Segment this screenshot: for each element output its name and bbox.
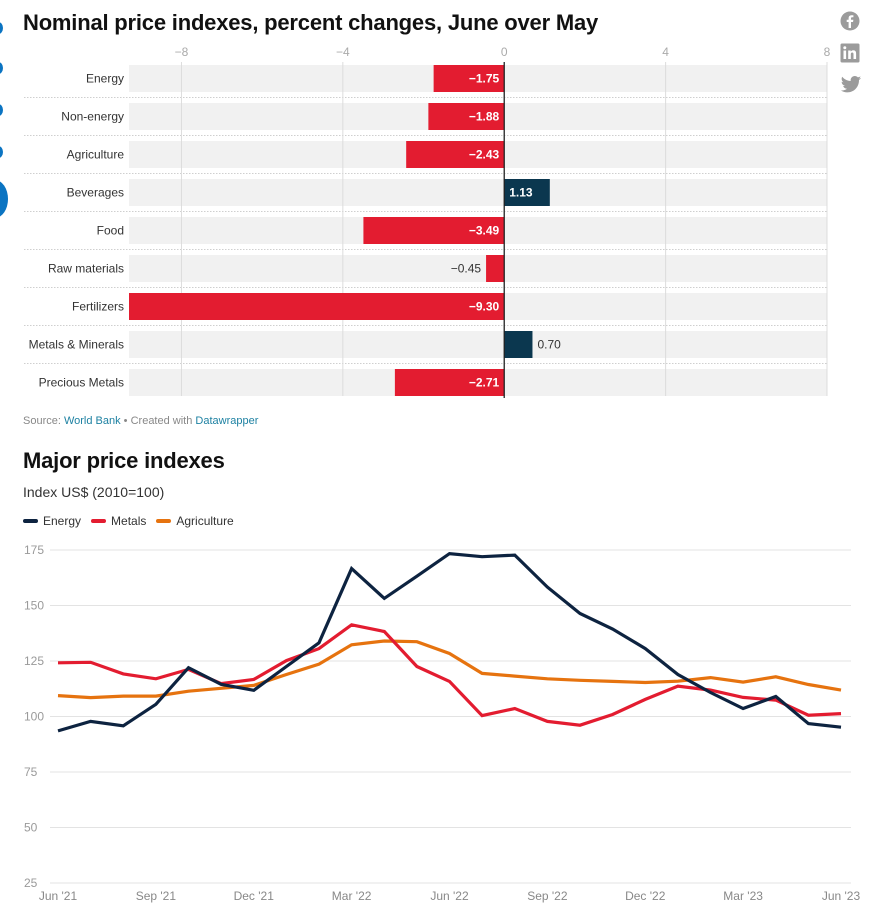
value-label: 0.70 [537, 338, 561, 352]
bar [504, 331, 533, 358]
category-label: Fertilizers [72, 300, 124, 314]
bar [486, 255, 505, 282]
category-label: Raw materials [48, 262, 124, 276]
x-tick-label: 0 [501, 45, 508, 59]
value-label: −3.49 [469, 224, 500, 238]
bar-chart: −8 −4 0 4 8 Energy −1.75 Non-energy −1.88 Agricul… [24, 45, 831, 398]
x-tick-label: Jun '21 [39, 889, 78, 903]
bar [428, 103, 505, 130]
y-tick-label: 125 [24, 654, 44, 668]
line-chart-legend: Energy Metals Agriculture [23, 514, 234, 528]
value-label: −1.75 [469, 72, 500, 86]
source-link[interactable]: World Bank [63, 415, 121, 427]
y-tick-label: 75 [24, 765, 38, 779]
value-label: −2.71 [469, 376, 500, 390]
bar-chart-title: Nominal price indexes, percent changes, … [23, 10, 599, 35]
bar [406, 141, 505, 168]
series-line-metals [57, 623, 842, 727]
x-tick-label: Mar '22 [332, 889, 372, 903]
x-tick-label: 4 [662, 45, 669, 59]
value-label: 1.13 [509, 186, 533, 200]
x-tick-label: −4 [336, 45, 350, 59]
legend-swatch-metals [91, 519, 107, 523]
category-label: Metals & Minerals [29, 338, 124, 352]
x-tick-label: −8 [175, 45, 189, 59]
twitter-icon[interactable] [840, 75, 862, 97]
x-tick-label: Sep '22 [527, 889, 568, 903]
legend-swatch-energy [23, 519, 38, 523]
y-tick-label: 100 [24, 710, 44, 724]
edge-nav-dot[interactable] [0, 146, 3, 158]
bar-row-background [129, 255, 827, 282]
category-label: Non-energy [61, 110, 124, 124]
x-tick-label: Mar '23 [723, 889, 763, 903]
line-chart-title: Major price indexes [23, 448, 225, 473]
legend-item-agriculture: Agriculture [156, 514, 234, 528]
value-label: −0.45 [451, 262, 482, 276]
x-tick-label: 8 [824, 45, 831, 59]
y-tick-label: 150 [24, 599, 44, 613]
source-label: Source: [23, 415, 64, 427]
datawrapper-link[interactable]: Datawrapper [195, 415, 259, 427]
bar [433, 65, 505, 92]
series-line-energy [57, 551, 842, 733]
line-chart-subtitle: Index US$ (2010=100) [23, 484, 165, 500]
legend-label-metals: Metals [111, 514, 147, 528]
bar [129, 293, 505, 320]
edge-nav-dot[interactable] [0, 22, 3, 34]
category-label: Agriculture [67, 148, 125, 162]
bar-row-background [129, 331, 827, 358]
legend-swatch-agriculture [156, 519, 172, 523]
bar [363, 217, 505, 244]
y-tick-label: 50 [24, 821, 38, 835]
category-label: Precious Metals [39, 376, 124, 390]
series-line-agriculture [57, 639, 842, 700]
y-tick-label: 25 [24, 876, 38, 890]
linkedin-icon[interactable] [840, 43, 862, 65]
category-label: Energy [86, 72, 124, 86]
footer-separator: • Created with [120, 415, 196, 427]
chart-footer: Source: World Bank • Created with Datawr… [23, 415, 258, 427]
edge-nav-dot[interactable] [0, 62, 3, 74]
x-tick-label: Dec '22 [625, 889, 666, 903]
value-label: −9.30 [469, 300, 500, 314]
legend-label-agriculture: Agriculture [176, 514, 234, 528]
x-tick-label: Jun '23 [822, 889, 861, 903]
legend-item-energy: Energy [23, 514, 81, 528]
value-label: −1.88 [469, 110, 500, 124]
x-tick-label: Dec '21 [234, 889, 275, 903]
facebook-icon[interactable] [840, 11, 862, 33]
y-tick-label: 175 [24, 543, 44, 557]
category-label: Beverages [67, 186, 124, 200]
edge-nav-dot[interactable] [0, 104, 3, 116]
bar [504, 179, 550, 206]
x-tick-label: Jun '22 [430, 889, 469, 903]
legend-label-energy: Energy [43, 514, 82, 528]
legend-item-metals: Metals [91, 514, 146, 528]
category-label: Food [97, 224, 124, 238]
bar-row-background [129, 179, 827, 206]
x-tick-label: Sep '21 [136, 889, 177, 903]
value-label: −2.43 [469, 148, 500, 162]
edge-nav-dot-active[interactable] [0, 180, 8, 218]
bar [394, 369, 505, 396]
